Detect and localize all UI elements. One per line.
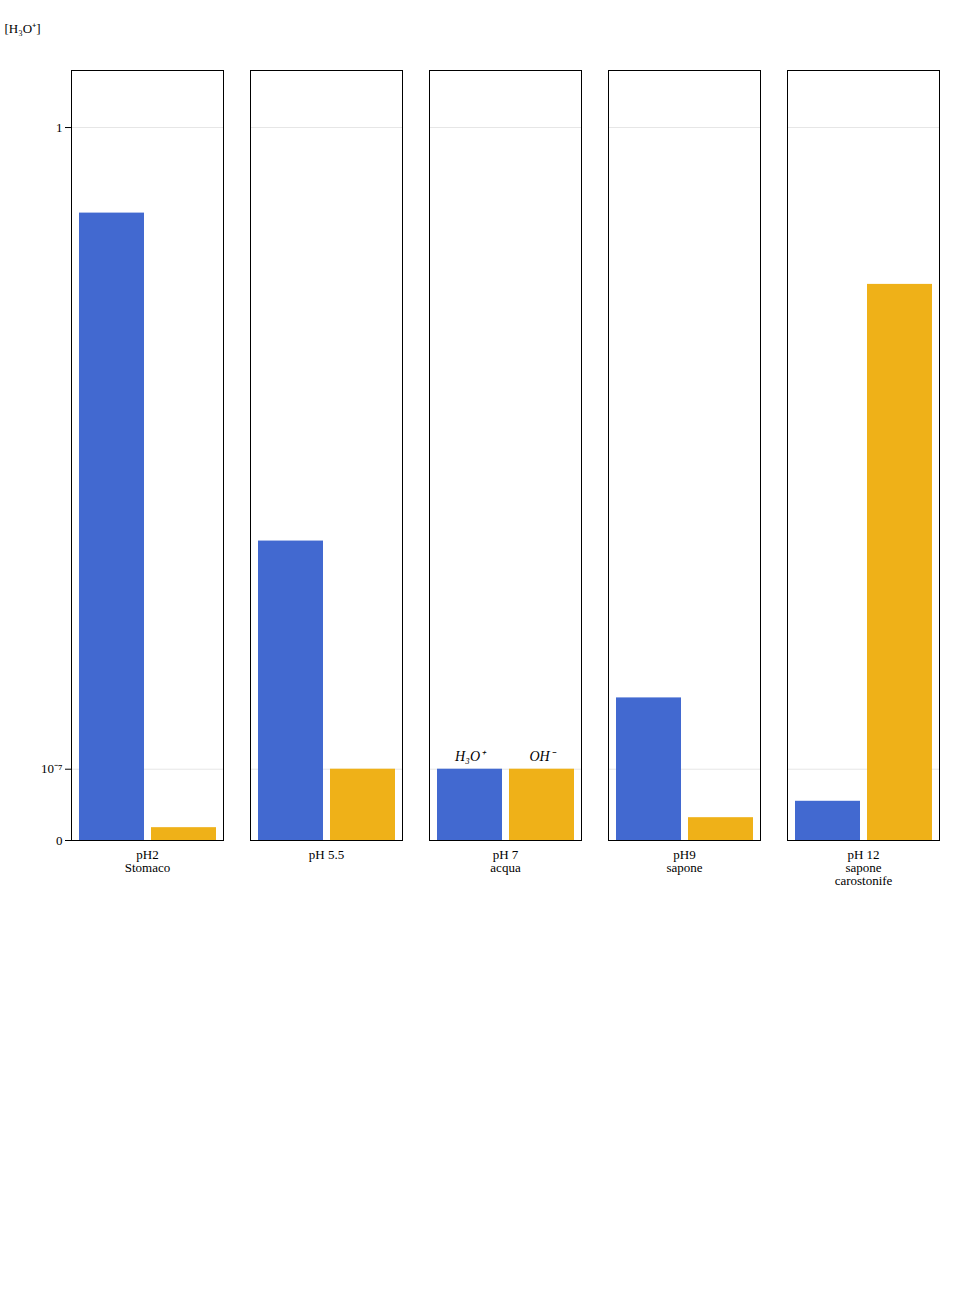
- svg-text:1: 1: [56, 120, 63, 135]
- svg-text:pH 5.5: pH 5.5: [309, 847, 344, 862]
- svg-text:[H₃O⁺]: [H₃O⁺]: [5, 21, 41, 36]
- svg-text:pH 12saponecarostonife: pH 12saponecarostonife: [835, 847, 893, 888]
- svg-text:pH2Stomaco: pH2Stomaco: [125, 847, 171, 875]
- svg-text:0: 0: [56, 833, 63, 848]
- svg-text:pH9sapone: pH9sapone: [666, 847, 702, 875]
- svg-text:10⁻⁷: 10⁻⁷: [41, 761, 63, 776]
- svg-text:H₃O⁺: H₃O⁺: [454, 749, 487, 764]
- svg-text:OH⁻: OH⁻: [529, 749, 556, 764]
- svg-text:pH 7acqua: pH 7acqua: [490, 847, 521, 875]
